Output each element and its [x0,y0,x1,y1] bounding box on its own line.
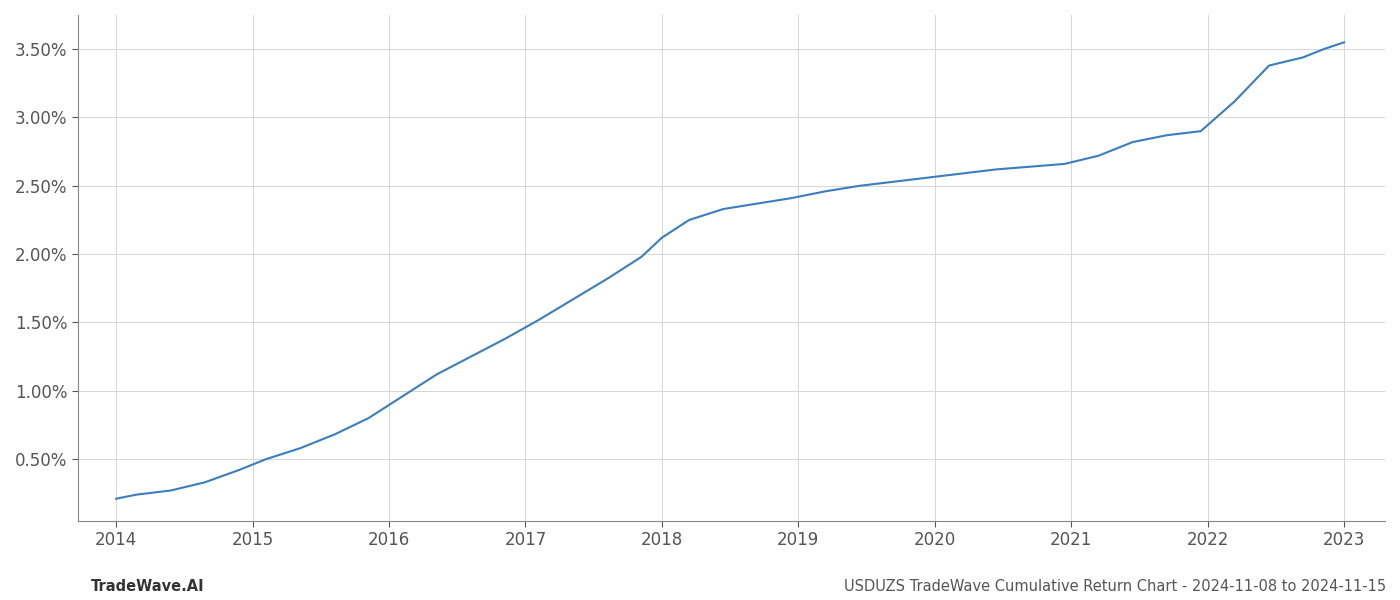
Text: TradeWave.AI: TradeWave.AI [91,579,204,594]
Text: USDUZS TradeWave Cumulative Return Chart - 2024-11-08 to 2024-11-15: USDUZS TradeWave Cumulative Return Chart… [844,579,1386,594]
